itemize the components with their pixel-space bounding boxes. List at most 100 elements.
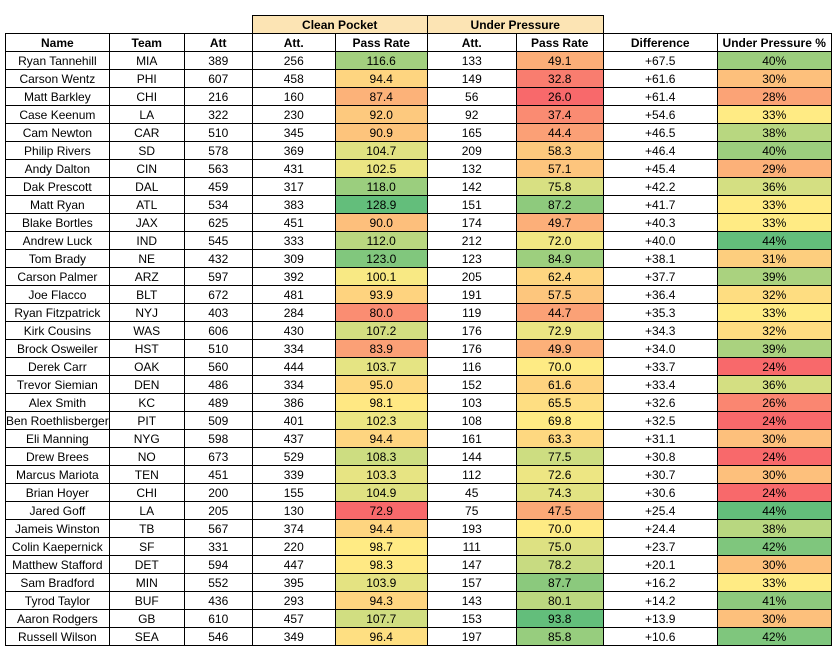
- cell-clean-pass-rate: 90.0: [334, 213, 428, 232]
- cell-team: CHI: [108, 483, 185, 502]
- cell-clean-pass-rate: 104.7: [334, 141, 428, 160]
- cell-pressure-att: 152: [426, 375, 517, 394]
- table-row: Carson Wentz PHI 607 458 94.4 149 32.8 +61.6 30%: [5, 69, 832, 88]
- cell-pressure-pass-rate: 49.1: [515, 51, 604, 70]
- table-row: Aaron Rodgers GB 610 457 107.7 153 93.8 +13.9 30…: [5, 609, 832, 628]
- cell-clean-pass-rate: 95.0: [334, 375, 428, 394]
- cell-difference: +32.6: [602, 393, 718, 412]
- cell-clean-pass-rate: 116.6: [334, 51, 428, 70]
- table-row: Dak Prescott DAL 459 317 118.0 142 75.8 +42.2 36…: [5, 177, 832, 196]
- cell-pressure-pass-rate: 49.7: [515, 213, 604, 232]
- cell-clean-att: 431: [251, 159, 336, 178]
- cell-clean-pass-rate: 104.9: [334, 483, 428, 502]
- cell-name: Tom Brady: [5, 249, 110, 268]
- table-row: Case Keenum LA 322 230 92.0 92 37.4 +54.6 33%: [5, 105, 832, 124]
- cell-clean-att: 293: [251, 591, 336, 610]
- cell-difference: +32.5: [602, 411, 718, 430]
- cell-team: WAS: [108, 321, 185, 340]
- cell-pressure-att: 108: [426, 411, 517, 430]
- cell-att: 534: [183, 195, 253, 214]
- column-header-clean-att: Att.: [251, 33, 336, 52]
- cell-name: Case Keenum: [5, 105, 110, 124]
- cell-att: 200: [183, 483, 253, 502]
- cell-clean-att: 458: [251, 69, 336, 88]
- cell-difference: +61.6: [602, 69, 718, 88]
- cell-pressure-pass-rate: 61.6: [515, 375, 604, 394]
- cell-name: Ryan Fitzpatrick: [5, 303, 110, 322]
- cell-under-pressure-pct: 44%: [716, 501, 832, 520]
- cell-pressure-pass-rate: 57.1: [515, 159, 604, 178]
- cell-clean-att: 430: [251, 321, 336, 340]
- cell-name: Aaron Rodgers: [5, 609, 110, 628]
- cell-att: 436: [183, 591, 253, 610]
- cell-pressure-pass-rate: 44.4: [515, 123, 604, 142]
- cell-att: 552: [183, 573, 253, 592]
- table-row: Matt Barkley CHI 216 160 87.4 56 26.0 +61.4 28%: [5, 87, 832, 106]
- cell-team: SEA: [108, 627, 185, 646]
- cell-pressure-pass-rate: 65.5: [515, 393, 604, 412]
- cell-team: TB: [108, 519, 185, 538]
- cell-name: Joe Flacco: [5, 285, 110, 304]
- cell-clean-att: 374: [251, 519, 336, 538]
- cell-difference: +40.0: [602, 231, 718, 250]
- cell-under-pressure-pct: 33%: [716, 573, 832, 592]
- cell-pressure-att: 205: [426, 267, 517, 286]
- cell-difference: +30.8: [602, 447, 718, 466]
- cell-att: 567: [183, 519, 253, 538]
- cell-under-pressure-pct: 33%: [716, 213, 832, 232]
- cell-team: IND: [108, 231, 185, 250]
- cell-under-pressure-pct: 42%: [716, 627, 832, 646]
- cell-difference: +13.9: [602, 609, 718, 628]
- cell-under-pressure-pct: 40%: [716, 141, 832, 160]
- cell-pressure-att: 191: [426, 285, 517, 304]
- cell-clean-att: 451: [251, 213, 336, 232]
- cell-clean-att: 309: [251, 249, 336, 268]
- cell-att: 509: [183, 411, 253, 430]
- cell-pressure-pass-rate: 75.0: [515, 537, 604, 556]
- cell-under-pressure-pct: 39%: [716, 339, 832, 358]
- cell-team: OAK: [108, 357, 185, 376]
- cell-name: Carson Wentz: [5, 69, 110, 88]
- cell-difference: +46.5: [602, 123, 718, 142]
- table-row: Sam Bradford MIN 552 395 103.9 157 87.7 +16.2 33…: [5, 573, 832, 592]
- cell-pressure-pass-rate: 70.0: [515, 357, 604, 376]
- cell-name: Alex Smith: [5, 393, 110, 412]
- cell-under-pressure-pct: 36%: [716, 177, 832, 196]
- cell-under-pressure-pct: 44%: [716, 231, 832, 250]
- cell-att: 606: [183, 321, 253, 340]
- table-row: Marcus Mariota TEN 451 339 103.3 112 72.6 +30.7…: [5, 465, 832, 484]
- cell-difference: +54.6: [602, 105, 718, 124]
- cell-clean-att: 457: [251, 609, 336, 628]
- cell-under-pressure-pct: 29%: [716, 159, 832, 178]
- cell-under-pressure-pct: 38%: [716, 519, 832, 538]
- cell-pressure-att: 116: [426, 357, 517, 376]
- group-header-row: Clean Pocket Under Pressure: [6, 15, 832, 34]
- table-row: Tyrod Taylor BUF 436 293 94.3 143 80.1 +14.2 41%: [5, 591, 832, 610]
- table-row: Cam Newton CAR 510 345 90.9 165 44.4 +46.5 38%: [5, 123, 832, 142]
- cell-clean-pass-rate: 118.0: [334, 177, 428, 196]
- table-row: Carson Palmer ARZ 597 392 100.1 205 62.4 +37.7 3…: [5, 267, 832, 286]
- table-row: Russell Wilson SEA 546 349 96.4 197 85.8 +10.6 4…: [5, 627, 832, 646]
- cell-team: MIN: [108, 573, 185, 592]
- cell-name: Brock Osweiler: [5, 339, 110, 358]
- cell-under-pressure-pct: 28%: [716, 87, 832, 106]
- cell-clean-att: 130: [251, 501, 336, 520]
- cell-clean-pass-rate: 90.9: [334, 123, 428, 142]
- cell-pressure-att: 197: [426, 627, 517, 646]
- cell-under-pressure-pct: 32%: [716, 321, 832, 340]
- cell-team: CAR: [108, 123, 185, 142]
- cell-clean-att: 369: [251, 141, 336, 160]
- cell-clean-att: 481: [251, 285, 336, 304]
- cell-pressure-pass-rate: 78.2: [515, 555, 604, 574]
- cell-clean-att: 395: [251, 573, 336, 592]
- cell-under-pressure-pct: 36%: [716, 375, 832, 394]
- table-row: Jameis Winston TB 567 374 94.4 193 70.0 +24.4 38…: [5, 519, 832, 538]
- cell-under-pressure-pct: 33%: [716, 105, 832, 124]
- cell-clean-pass-rate: 123.0: [334, 249, 428, 268]
- cell-clean-att: 349: [251, 627, 336, 646]
- column-header-team: Team: [108, 33, 185, 52]
- cell-name: Matt Barkley: [5, 87, 110, 106]
- cell-under-pressure-pct: 24%: [716, 447, 832, 466]
- cell-pressure-pass-rate: 85.8: [515, 627, 604, 646]
- cell-difference: +42.2: [602, 177, 718, 196]
